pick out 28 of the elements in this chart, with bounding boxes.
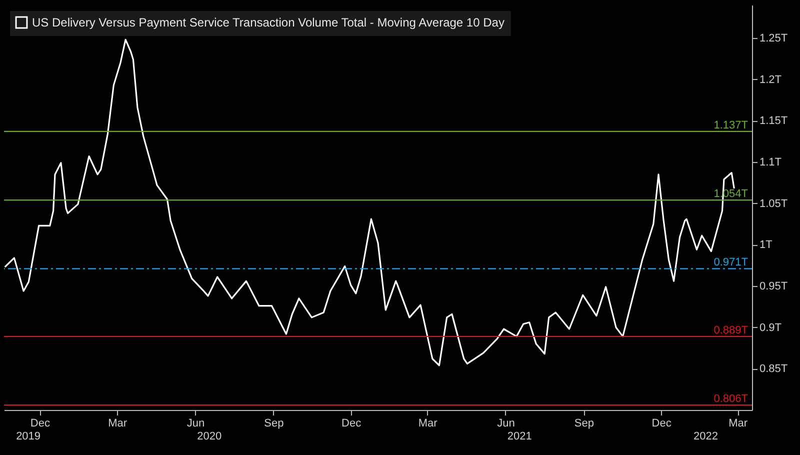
x-tick-label: Sep: [574, 418, 594, 430]
x-tick-label: Jun: [497, 418, 515, 430]
x-tick-label: Mar: [728, 418, 748, 430]
x-tick-label: Dec: [30, 418, 50, 430]
y-tick-label: 1.25T: [760, 32, 788, 45]
x-tick-label: Jun: [186, 418, 205, 430]
y-tick-label: 0.9T: [760, 322, 782, 334]
ref-line-label: 1.137T: [714, 119, 748, 132]
x2-tick-label: 2020: [197, 430, 222, 442]
y-tick-label: 1.15T: [760, 115, 788, 128]
y-tick-label: 0.95T: [760, 280, 788, 293]
x2-tick-label: 2021: [507, 430, 532, 442]
ref-line-label: 0.889T: [714, 324, 748, 336]
x-tick-label: Mar: [418, 418, 438, 430]
legend-label: US Delivery Versus Payment Service Transaction Volume Total - Moving Average 10 Day: [32, 16, 504, 30]
y-tick-label: 1.2T: [760, 74, 782, 86]
y-tick-label: 1.05T: [760, 198, 788, 210]
x-tick-label: Dec: [652, 418, 672, 430]
x-tick-label: Mar: [108, 418, 128, 430]
x-tick-label: Dec: [342, 418, 362, 430]
x-tick-label: Sep: [264, 418, 284, 430]
ref-line-label: 0.971T: [714, 256, 748, 269]
x2-tick-label: 2019: [16, 430, 41, 442]
y-tick-label: 1.1T: [760, 156, 782, 169]
y-tick-label: 0.85T: [760, 363, 788, 376]
x2-tick-label: 2022: [694, 430, 718, 442]
y-tick-label: 1T: [760, 239, 773, 252]
ref-line-label: 0.806T: [714, 393, 748, 406]
